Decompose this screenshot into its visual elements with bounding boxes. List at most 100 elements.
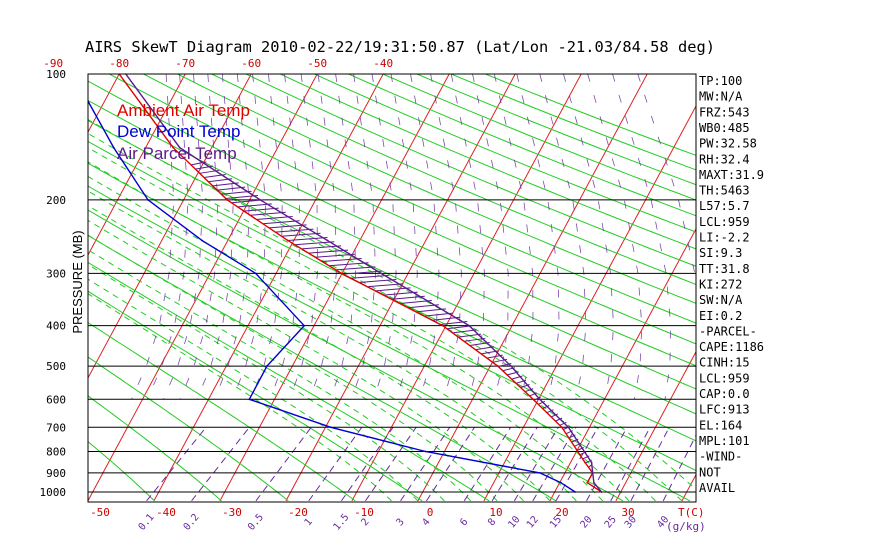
- moist-adiabat-line: [88, 234, 498, 502]
- mixing-ratio-upper-line: [587, 74, 643, 400]
- moist-adiabat-line: [88, 219, 524, 502]
- bottom-axis-tick-label: 10: [489, 506, 502, 519]
- sounding-index: TP:100: [699, 74, 742, 88]
- mixing-ratio-line: [662, 434, 696, 502]
- mixing-ratio-upper-line: [309, 74, 337, 400]
- dry-adiabat-line: [88, 140, 696, 442]
- series-point-ambient-air-temp: [496, 365, 499, 368]
- dry-adiabat-line: [88, 290, 423, 502]
- pressure-tick-label: 200: [46, 194, 66, 207]
- series-point-air-parcel-temp: [468, 324, 471, 327]
- bottom-axis-tick-label: -30: [222, 506, 242, 519]
- dry-adiabat-line: [88, 162, 696, 472]
- chart-title: AIRS SkewT Diagram 2010-02-22/19:31:50.8…: [85, 38, 715, 56]
- pressure-tick-labels: 100 200 300 400 500 600 700 800 900 1000: [40, 68, 67, 499]
- series-point-dew-point-temp: [146, 198, 149, 201]
- isotherm-line: [483, 104, 696, 502]
- cape-hatch-line: [542, 405, 550, 409]
- mixing-ratio-upper-line: [450, 74, 485, 400]
- mixing-ratio-line: [630, 427, 670, 502]
- dry-adiabat-line: [211, 74, 696, 286]
- mixing-ratio-line: [426, 426, 475, 502]
- mixing-ratio-upper-line: [390, 74, 418, 400]
- series-point-ambient-air-temp: [441, 324, 444, 327]
- cape-hatch-line: [250, 211, 286, 216]
- moist-adiabat-line: [88, 132, 683, 502]
- pressure-tick-label: 900: [46, 467, 66, 480]
- dry-adiabat-line: [88, 209, 624, 502]
- series-point-air-parcel-temp: [259, 198, 261, 201]
- series-point-ambient-air-temp: [226, 198, 228, 201]
- profile-series: [71, 72, 603, 493]
- plot-frame: [87, 73, 697, 503]
- cape-hatch-line: [458, 333, 482, 338]
- cape-hatch-line: [342, 270, 383, 275]
- mixing-ratio-line: [463, 426, 512, 502]
- cape-hatch-line: [237, 203, 272, 208]
- top-axis-tick-label: -80: [109, 57, 129, 70]
- mixing-ratio-line: [491, 426, 538, 502]
- mixing-ratio-line: [555, 427, 599, 502]
- series-point-ambient-air-temp: [584, 461, 586, 464]
- sounding-index: LFC:913: [699, 403, 750, 417]
- dry-adiabat-line: [177, 74, 696, 304]
- mixing-ratio-upper-line: [351, 74, 377, 400]
- mixing-ratio-upper-line: [196, 74, 234, 400]
- sounding-index: MPL:101: [699, 434, 750, 448]
- top-axis-tick-label: -40: [373, 57, 393, 70]
- bottom-axis-tick-labels: -50 -40 -30 -20 -10 0 10 20 30: [90, 506, 635, 519]
- sounding-index: RH:32.4: [699, 152, 750, 166]
- isobar-lines: [88, 199, 696, 493]
- cape-hatch-line: [546, 409, 554, 414]
- y-axis-label: PRESSURE (MB): [70, 230, 85, 333]
- isotherm-line: [814, 74, 870, 501]
- cape-hatch-line: [243, 207, 279, 212]
- dewpoint-top-marker: [71, 72, 75, 76]
- cape-hatch-line: [452, 329, 477, 334]
- bottom-axis-tick-label: -50: [90, 506, 110, 519]
- cape-hatch-line: [322, 258, 362, 263]
- series-point-dew-point-temp: [265, 365, 268, 368]
- mixing-ratio-line: [146, 426, 207, 502]
- mixing-ratio-label: 6: [458, 517, 470, 529]
- series-point-dew-point-temp: [200, 239, 203, 242]
- series-point-ambient-air-temp: [560, 426, 563, 429]
- cape-hatch-line: [529, 392, 538, 397]
- mixing-ratio-upper-line: [214, 74, 250, 400]
- cape-hatch-line: [559, 421, 567, 426]
- series-point-ambient-air-temp: [532, 398, 535, 401]
- pressure-tick-label: 600: [46, 393, 66, 406]
- dry-adiabat-line: [109, 74, 696, 345]
- mixing-ratio-label: 1.5: [331, 512, 351, 533]
- cape-hatch-line: [446, 325, 473, 330]
- sounding-index: AVAIL: [699, 481, 735, 495]
- moist-adiabat-line: [88, 278, 419, 502]
- cape-hatch-line: [367, 283, 404, 288]
- mixing-ratio-upper-line: [410, 74, 440, 400]
- sounding-index: PW:32.58: [699, 137, 757, 151]
- series-point-air-parcel-temp: [591, 471, 594, 474]
- moist-adiabat-line: [88, 293, 392, 502]
- pressure-tick-label: 800: [46, 445, 66, 458]
- dry-adiabat-line: [143, 74, 696, 324]
- sounding-index: TT:31.8: [699, 262, 750, 276]
- cape-hatch-line: [359, 279, 397, 284]
- dry-adiabat-line: [0, 74, 21, 501]
- sounding-index: SW:N/A: [699, 293, 743, 307]
- series-point-air-parcel-temp: [510, 365, 512, 368]
- cape-hatch-line: [275, 228, 314, 233]
- cape-hatch-line: [262, 220, 300, 225]
- mixing-ratio-upper-line: [329, 74, 357, 400]
- cape-hatch-line: [550, 413, 559, 418]
- top-axis-tick-label: -90: [43, 57, 63, 70]
- cape-hatch-line: [328, 262, 369, 267]
- cape-hatch-line: [301, 245, 342, 250]
- dry-adiabat-line: [88, 356, 289, 502]
- mixing-ratio-label: 0.2: [182, 512, 202, 533]
- isotherm-line: [615, 350, 696, 502]
- series-point-air-parcel-temp: [326, 239, 329, 242]
- mixing-ratio-upper-line: [179, 74, 219, 400]
- top-axis-tick-label: -70: [175, 57, 195, 70]
